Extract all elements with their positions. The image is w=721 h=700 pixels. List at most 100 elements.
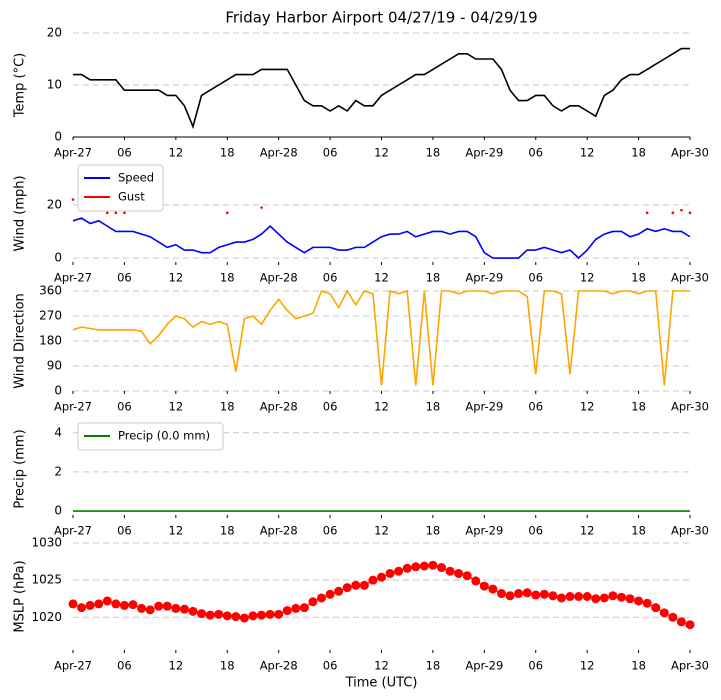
y-tick-label: 360 <box>39 284 62 298</box>
x-tick-label: 18 <box>426 659 441 673</box>
x-tick-label: 06 <box>528 271 543 285</box>
x-tick-label: 06 <box>323 524 338 538</box>
x-tick-label: Apr-27 <box>54 659 92 673</box>
series-point <box>428 560 438 570</box>
x-tick-label: Apr-27 <box>54 146 92 160</box>
x-tick-label: Apr-28 <box>260 524 298 538</box>
series-point <box>671 211 675 215</box>
series-point <box>274 609 284 619</box>
x-tick-label: 12 <box>374 400 389 414</box>
y-tick-label: 1025 <box>31 573 62 587</box>
y-tick-label: 20 <box>47 197 62 211</box>
y-tick-label: 20 <box>47 26 62 40</box>
series-point <box>85 600 95 610</box>
legend-label: Precip (0.0 mm) <box>118 429 210 443</box>
x-tick-label: Apr-27 <box>54 400 92 414</box>
series-point <box>291 603 301 613</box>
x-tick-label: 18 <box>220 400 235 414</box>
y-tick-label: 0 <box>54 384 62 398</box>
series-point <box>548 591 558 601</box>
series-point <box>565 592 575 601</box>
series-point <box>368 575 378 585</box>
x-tick-label: 06 <box>323 400 338 414</box>
y-tick-label: 0 <box>54 251 62 265</box>
series-point <box>325 589 335 599</box>
series-point <box>102 596 112 606</box>
series-point <box>342 583 352 593</box>
y-tick-label: 270 <box>39 309 62 323</box>
x-tick-label: 18 <box>220 146 235 160</box>
series-point <box>231 612 241 622</box>
y-axis-label: Wind (mph) <box>13 175 28 251</box>
series-point <box>625 594 635 604</box>
y-axis-label: Wind Direction <box>13 293 28 389</box>
x-tick-label: Apr-28 <box>260 659 298 673</box>
x-tick-label: 06 <box>117 146 132 160</box>
x-tick-label: 18 <box>426 271 441 285</box>
x-tick-label: 12 <box>374 659 389 673</box>
series-point <box>651 603 661 613</box>
x-tick-label: 12 <box>169 659 184 673</box>
series-point <box>171 603 181 613</box>
x-tick-label: 06 <box>117 524 132 538</box>
y-tick-label: 10 <box>47 78 62 92</box>
x-tick-label: 12 <box>580 146 595 160</box>
series-point <box>128 600 138 610</box>
series-point <box>94 599 104 609</box>
x-tick-label: 12 <box>169 400 184 414</box>
y-tick-label: 0 <box>54 504 62 518</box>
series-point <box>659 608 669 618</box>
series-point <box>154 601 164 611</box>
series-point <box>539 589 549 599</box>
series-point <box>188 606 198 616</box>
x-tick-label: 12 <box>580 524 595 538</box>
x-tick-label: Apr-27 <box>54 271 92 285</box>
x-tick-label: 12 <box>374 271 389 285</box>
series-point <box>688 211 692 215</box>
series-point <box>137 603 147 613</box>
x-tick-label: 06 <box>323 659 338 673</box>
series-point <box>668 612 678 622</box>
series-point <box>685 620 695 630</box>
series-point <box>359 580 369 590</box>
y-tick-label: 1020 <box>31 610 62 624</box>
series-point <box>179 604 189 614</box>
x-tick-label: 12 <box>580 400 595 414</box>
series-point <box>471 576 481 586</box>
series-point <box>514 589 524 599</box>
series-point <box>531 590 541 600</box>
x-tick-label: 18 <box>631 271 646 285</box>
series-point <box>205 610 215 620</box>
x-tick-label: Apr-30 <box>671 659 709 673</box>
x-tick-label: Apr-30 <box>671 146 709 160</box>
y-tick-label: 180 <box>39 334 62 348</box>
series-point <box>496 589 506 599</box>
x-tick-label: 12 <box>169 146 184 160</box>
x-tick-label: Apr-29 <box>465 659 503 673</box>
x-tick-label: 18 <box>220 524 235 538</box>
series-point <box>222 611 232 621</box>
series-point <box>145 605 155 615</box>
x-tick-label: 12 <box>580 659 595 673</box>
x-tick-label: 06 <box>528 400 543 414</box>
x-tick-label: 12 <box>374 524 389 538</box>
x-tick-label: 18 <box>426 400 441 414</box>
y-tick-label: 2 <box>54 464 62 478</box>
x-tick-label: Apr-29 <box>465 524 503 538</box>
x-tick-label: 18 <box>631 146 646 160</box>
y-tick-label: 4 <box>54 425 62 439</box>
x-tick-label: 06 <box>528 524 543 538</box>
y-axis-label: Temp (°C) <box>13 53 28 119</box>
x-tick-label: 12 <box>580 271 595 285</box>
x-tick-label: 18 <box>631 524 646 538</box>
x-tick-label: Apr-29 <box>465 271 503 285</box>
x-tick-label: 12 <box>169 524 184 538</box>
y-tick-label: 0 <box>54 130 62 144</box>
series-point <box>634 596 644 606</box>
series-point <box>68 599 78 609</box>
series-point <box>454 568 464 578</box>
series-point <box>162 601 172 611</box>
series-point <box>71 198 75 201</box>
series-point <box>488 584 498 594</box>
